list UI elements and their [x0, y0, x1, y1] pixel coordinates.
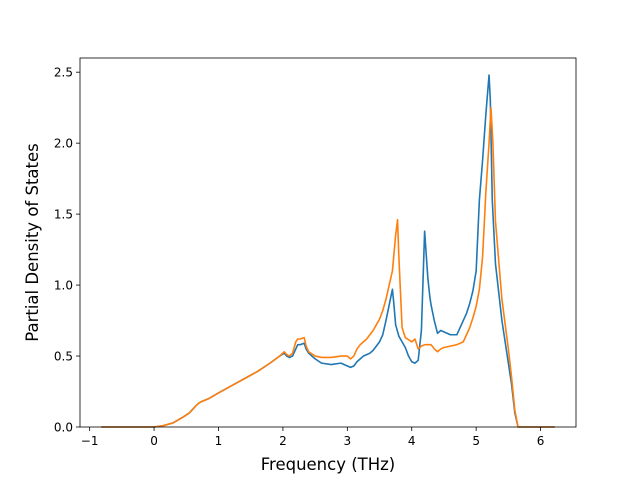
x-tick-label: 0	[150, 434, 158, 448]
x-tick-label: 6	[537, 434, 545, 448]
x-axis: −1 0 1 2 3 4 5 6	[81, 427, 545, 448]
x-tick-label: 2	[279, 434, 287, 448]
x-tick-label: 3	[344, 434, 352, 448]
y-tick-label: 2.0	[54, 137, 73, 151]
y-axis-label: Partial Density of States	[23, 143, 42, 342]
x-tick-label: 1	[215, 434, 223, 448]
plot-frame	[79, 57, 577, 428]
y-tick-label: 1.5	[54, 208, 73, 222]
y-tick-label: 2.5	[54, 66, 73, 80]
y-tick-label: 1.0	[54, 279, 73, 293]
y-axis: 0.0 0.5 1.0 1.5 2.0 2.5	[54, 66, 80, 435]
x-tick-label: 4	[408, 434, 416, 448]
series-line-2	[101, 106, 555, 428]
y-tick-label: 0.0	[54, 421, 73, 435]
x-tick-label: 5	[472, 434, 480, 448]
series-layer	[101, 74, 555, 428]
x-tick-label: −1	[81, 434, 99, 448]
x-axis-label: Frequency (THz)	[261, 455, 396, 474]
y-tick-label: 0.5	[54, 350, 73, 364]
